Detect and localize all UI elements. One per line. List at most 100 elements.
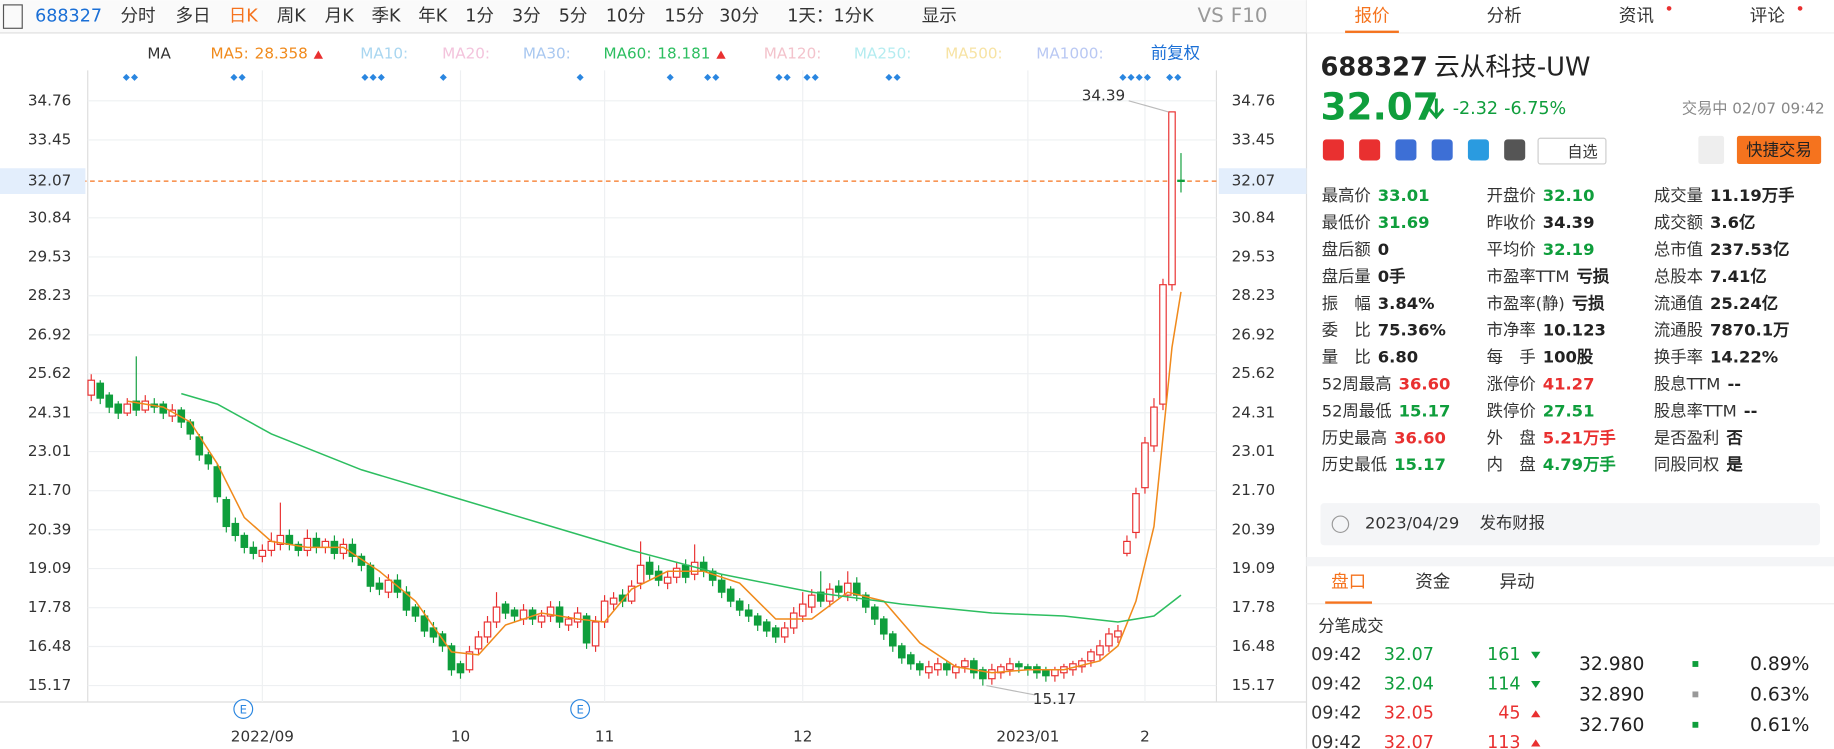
period-tab[interactable]: 日K — [229, 7, 259, 27]
candle-body — [879, 618, 888, 635]
vs-button[interactable]: VS — [1197, 4, 1223, 27]
current-price-label: 32.07 — [1232, 172, 1275, 190]
period-tab[interactable]: 1分 — [465, 7, 494, 27]
panel-tab[interactable]: 资金 — [1415, 573, 1451, 593]
event-marker[interactable] — [783, 73, 791, 81]
down-arrow — [1428, 98, 1445, 120]
period-tab[interactable]: 年K — [418, 7, 448, 27]
stat-value: 36.60 — [1394, 428, 1446, 447]
icon[interactable] — [1322, 139, 1344, 161]
menu-icon[interactable] — [2, 4, 23, 29]
y-tick-label: 17.78 — [28, 598, 71, 616]
event-marker[interactable] — [893, 73, 901, 81]
icon[interactable] — [1359, 139, 1381, 161]
ma-legend: MA5: — [211, 45, 249, 63]
stat-label: 总市值 — [1654, 240, 1703, 259]
period-tab[interactable]: 15分 — [664, 7, 704, 27]
event-marker[interactable] — [1143, 73, 1151, 81]
ma-legend: MA60: — [604, 45, 652, 63]
y-tick-label: 20.39 — [1232, 520, 1275, 538]
period-tab[interactable]: 5分 — [559, 7, 588, 27]
section-gap — [1306, 556, 1834, 567]
icon[interactable] — [1395, 139, 1417, 161]
y-tick-label: 23.01 — [28, 442, 71, 460]
event-marker[interactable] — [666, 73, 674, 81]
candle-body — [1168, 111, 1176, 286]
trade-button[interactable]: 快捷交易 — [1746, 141, 1811, 160]
panel-tab[interactable]: 异动 — [1499, 573, 1534, 593]
stat-value: 31.69 — [1378, 213, 1430, 232]
candle-body — [114, 403, 123, 414]
stat-value: 14.22% — [1710, 348, 1778, 367]
event-marker[interactable] — [361, 73, 369, 81]
ma-arrow — [716, 50, 726, 59]
period-tab[interactable]: 季K — [371, 7, 401, 27]
candle-body — [888, 633, 897, 647]
icon[interactable] — [1467, 139, 1489, 161]
candle-body — [789, 612, 798, 629]
event-marker[interactable] — [369, 73, 377, 81]
quote-tab[interactable]: 分析 — [1487, 7, 1522, 27]
icon[interactable] — [1504, 139, 1526, 161]
watch-button[interactable] — [1537, 137, 1607, 165]
candle-body — [609, 597, 618, 605]
quote-tab[interactable]: 资讯 — [1619, 7, 1654, 27]
period-tab[interactable]: 多日 — [175, 7, 210, 27]
event-marker[interactable] — [1135, 73, 1143, 81]
quote-tab[interactable]: 报价 — [1354, 7, 1389, 27]
report-text: 发布财报 — [1480, 514, 1545, 533]
stat-value: 36.60 — [1399, 375, 1451, 394]
stat-value: 100股 — [1543, 348, 1594, 367]
event-marker[interactable] — [1127, 73, 1135, 81]
range-select[interactable]: 1天：1分K — [787, 7, 874, 27]
trade-volume: 45 — [1498, 704, 1520, 724]
stat-label: 外 盘 — [1487, 428, 1536, 447]
depth-pct: 0.89% — [1750, 654, 1809, 675]
panel-tab[interactable]: 盘口 — [1331, 573, 1366, 593]
event-marker[interactable] — [238, 73, 246, 81]
event-marker[interactable] — [1174, 73, 1182, 81]
candle-body — [1114, 630, 1122, 638]
period-tab[interactable]: 周K — [277, 7, 307, 27]
display-menu[interactable]: 显示 — [922, 7, 957, 27]
y-tick-label: 23.01 — [1232, 442, 1275, 460]
event-marker[interactable] — [122, 73, 130, 81]
event-marker[interactable] — [1166, 73, 1174, 81]
event-marker[interactable] — [1119, 73, 1127, 81]
candle-body — [934, 663, 942, 671]
bell-button[interactable] — [1698, 135, 1725, 164]
quote-tab[interactable]: 评论 — [1750, 7, 1786, 27]
quote-price: 32.07 — [1321, 84, 1439, 128]
candle-body — [249, 546, 258, 554]
stat-value: 25.24亿 — [1710, 294, 1778, 313]
event-marker[interactable] — [704, 73, 712, 81]
stat-label: 跌停价 — [1487, 401, 1536, 420]
period-tab[interactable]: 3分 — [512, 7, 541, 27]
event-marker[interactable] — [811, 73, 819, 81]
candle-body — [294, 543, 303, 551]
stat-label: 股息率TTM — [1654, 401, 1737, 420]
period-tab[interactable]: 分时 — [120, 7, 155, 27]
event-marker[interactable] — [377, 73, 385, 81]
event-marker[interactable] — [712, 73, 720, 81]
event-marker[interactable] — [803, 73, 811, 81]
adjust-select[interactable]: 前复权 — [1151, 44, 1200, 63]
trade-button[interactable] — [1736, 135, 1822, 164]
event-marker[interactable] — [230, 73, 238, 81]
tab-bar — [1306, 0, 1834, 33]
earnings-marker[interactable] — [233, 699, 254, 719]
event-marker[interactable] — [439, 73, 447, 81]
f10-button[interactable]: F10 — [1231, 4, 1268, 27]
event-marker[interactable] — [885, 73, 893, 81]
period-tab[interactable]: 月K — [325, 7, 355, 27]
earnings-marker[interactable] — [570, 699, 591, 719]
event-marker[interactable] — [775, 73, 783, 81]
icon[interactable] — [1431, 139, 1453, 161]
period-tab[interactable]: 10分 — [606, 7, 646, 27]
depth-price: 32.980 — [1579, 654, 1644, 675]
watch-button[interactable]: 自选 — [1567, 143, 1597, 161]
report-date: 2023/04/29 — [1365, 514, 1459, 533]
candle-body — [303, 537, 312, 551]
y-tick-label: 25.62 — [1232, 364, 1275, 382]
period-tab[interactable]: 30分 — [719, 7, 759, 27]
